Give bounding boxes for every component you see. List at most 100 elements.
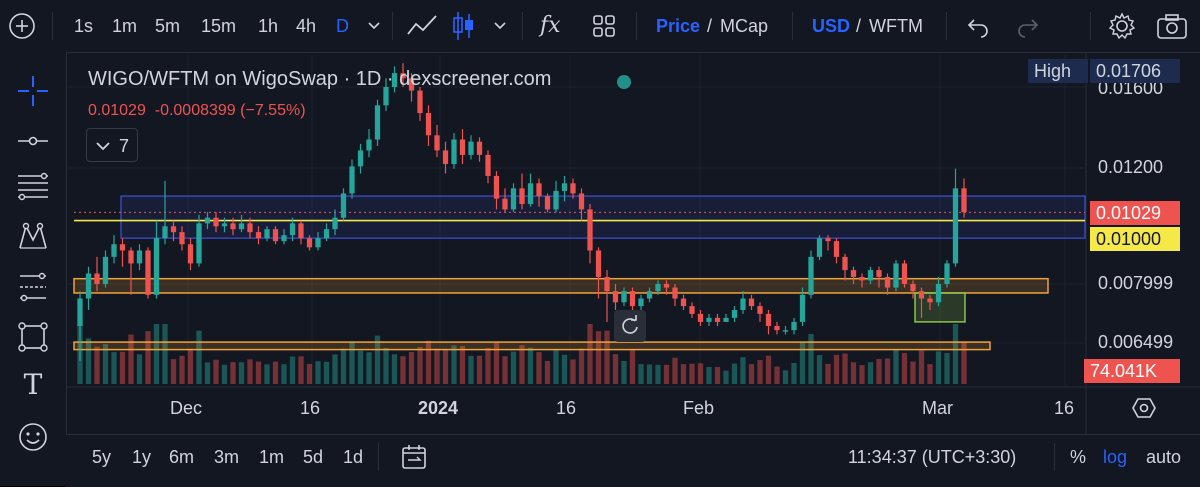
volume-bar — [255, 361, 262, 384]
prediction-tool-icon[interactable] — [16, 270, 50, 304]
toolbar-divider — [946, 12, 947, 40]
volume-bar — [204, 362, 211, 384]
range-1y[interactable]: 1y — [132, 447, 152, 467]
candle-body — [595, 250, 602, 277]
usd-toggle[interactable]: USD — [812, 16, 851, 36]
candle-body — [459, 139, 466, 155]
volume-bar — [502, 356, 508, 384]
trend-line-icon[interactable] — [16, 124, 50, 158]
pattern-tool-icon[interactable] — [16, 220, 50, 254]
price-axis-label: 0.007999 — [1098, 273, 1174, 293]
axis-settings-icon[interactable] — [1131, 396, 1157, 420]
undo-icon[interactable] — [966, 14, 990, 38]
candle-body — [791, 321, 797, 331]
volume-bar — [247, 359, 253, 384]
indicators-fx-icon[interactable]: fx — [540, 13, 561, 38]
candle-body — [901, 263, 908, 284]
mcap-toggle[interactable]: MCap — [720, 16, 769, 36]
candle-body — [638, 298, 644, 307]
candle-body — [391, 73, 398, 87]
volume-bar — [646, 364, 653, 384]
interval-15m[interactable]: 15m — [201, 16, 237, 36]
candle-body — [536, 183, 542, 197]
emoji-icon[interactable] — [16, 420, 50, 454]
chart-legend-title: WIGO/WFTM on WigoSwap · 1D · dexscreener… — [88, 68, 552, 90]
add-symbol-icon[interactable] — [8, 12, 36, 40]
candle-body — [77, 298, 83, 326]
candle-body — [485, 154, 491, 176]
range-1m[interactable]: 1m — [259, 447, 285, 467]
volume-bar — [340, 348, 347, 384]
text-tool-icon[interactable]: T — [23, 368, 43, 401]
camera-icon[interactable] — [1156, 12, 1188, 40]
candle-body — [264, 229, 270, 239]
log-scale-toggle[interactable]: log — [1103, 447, 1128, 467]
candle-body — [357, 150, 364, 167]
indicators-toggle-button[interactable]: 7 — [86, 128, 138, 162]
price-mcap-separator: / — [707, 16, 713, 36]
volume-bar — [451, 345, 457, 384]
candle-body — [527, 183, 534, 204]
volume-bar — [944, 352, 950, 384]
range-5y[interactable]: 5y — [92, 447, 112, 467]
volume-bar — [604, 330, 610, 384]
volume-bar — [434, 348, 440, 384]
quote-toggle[interactable]: WFTM — [869, 16, 923, 36]
volume-bar — [561, 354, 568, 384]
candle-body — [570, 183, 576, 194]
candle-body — [94, 273, 100, 284]
crosshair-icon[interactable] — [16, 74, 50, 108]
time-axis-label: 16 — [300, 398, 321, 418]
fib-retracement-icon[interactable] — [16, 170, 50, 204]
volume-bar — [366, 352, 372, 384]
candle-body — [655, 283, 661, 292]
volume-bar — [332, 354, 338, 384]
shape-rectangle-icon[interactable] — [16, 320, 50, 354]
volume-bar — [689, 363, 695, 384]
reset-icon — [622, 315, 638, 334]
chevron-down-icon[interactable] — [366, 18, 382, 34]
layouts-grid-icon[interactable] — [592, 14, 616, 38]
clock-timezone[interactable]: 11:34:37 (UTC+3:30) — [848, 447, 1017, 467]
range-6m[interactable]: 6m — [169, 447, 195, 467]
volume-bar — [935, 351, 942, 384]
candle-body — [502, 198, 508, 210]
support-zone-box — [73, 277, 1049, 294]
range-1d[interactable]: 1d — [343, 447, 364, 467]
candle-body — [179, 232, 185, 245]
candle-body — [196, 223, 202, 264]
redo-icon[interactable] — [1016, 14, 1040, 38]
percent-scale-toggle[interactable]: % — [1070, 447, 1087, 467]
range-3m[interactable]: 3m — [214, 447, 240, 467]
interval-4h[interactable]: 4h — [296, 16, 317, 36]
chevron-down-icon[interactable] — [492, 18, 508, 34]
reset-chart-button[interactable] — [614, 310, 646, 342]
candle-body — [281, 235, 287, 242]
line-chart-icon[interactable] — [406, 12, 438, 40]
high-label-tag: High — [1028, 59, 1088, 83]
volume-bar — [544, 360, 551, 384]
candle-body — [604, 276, 610, 292]
interval-5m[interactable]: 5m — [155, 16, 181, 36]
volume-bar — [442, 348, 449, 384]
auto-scale-toggle[interactable]: auto — [1146, 447, 1182, 467]
volume-bar — [842, 353, 848, 384]
price-toggle[interactable]: Price — [656, 16, 701, 36]
range-5d[interactable]: 5d — [303, 447, 324, 467]
candle-body — [825, 238, 831, 242]
toolbar-divider — [392, 12, 393, 40]
interval-1s[interactable]: 1s — [74, 16, 94, 36]
candles-icon[interactable] — [450, 10, 476, 42]
toolbar-divider — [52, 12, 53, 40]
interval-d[interactable]: D — [336, 16, 349, 36]
candle-body — [714, 317, 721, 322]
volume-bar — [170, 359, 177, 384]
candle-body — [706, 317, 712, 322]
interval-1h[interactable]: 1h — [258, 16, 279, 36]
date-range-calendar-icon[interactable] — [400, 443, 428, 471]
candle-body — [612, 291, 619, 303]
interval-1m[interactable]: 1m — [112, 16, 138, 36]
settings-gear-icon[interactable] — [1108, 12, 1136, 40]
volume-bar — [179, 355, 185, 384]
